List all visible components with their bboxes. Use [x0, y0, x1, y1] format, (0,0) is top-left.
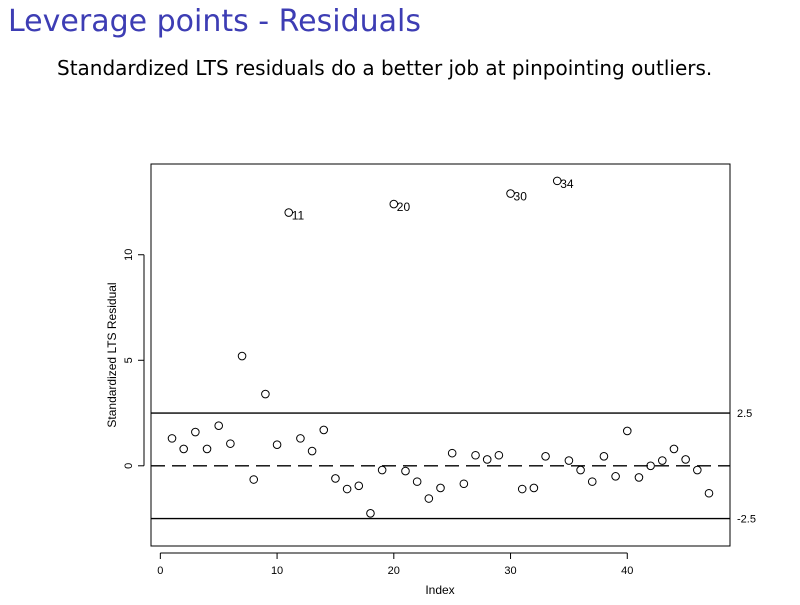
data-point — [179, 444, 188, 454]
data-point — [622, 426, 632, 436]
data-point — [377, 465, 387, 475]
data-point — [237, 351, 247, 361]
data-point — [296, 434, 305, 443]
data-point — [599, 452, 609, 461]
y-tick-label: 10 — [123, 249, 135, 261]
data-point — [669, 444, 679, 454]
x-tick-label: 30 — [504, 565, 516, 577]
x-axis-label: Index — [425, 583, 454, 597]
data-point — [202, 444, 212, 454]
data-point — [424, 494, 434, 503]
data-point — [704, 488, 714, 498]
cutoff-label: -2.5 — [737, 514, 756, 526]
data-point — [576, 465, 585, 475]
data-point — [354, 481, 364, 491]
x-tick-label: 40 — [621, 565, 633, 577]
data-point — [529, 483, 539, 493]
y-tick-label: 5 — [123, 357, 135, 363]
data-point — [272, 440, 282, 449]
point-label: 11 — [292, 209, 305, 223]
data-point — [167, 434, 177, 443]
data-point — [681, 455, 690, 464]
y-tick-label: 0 — [123, 463, 135, 469]
data-point — [261, 389, 270, 399]
data-point — [401, 466, 410, 476]
data-point — [331, 474, 340, 483]
data-point — [634, 473, 644, 482]
data-point — [459, 479, 469, 489]
data-point — [447, 448, 457, 458]
data-point — [307, 446, 317, 456]
plot-frame — [150, 163, 731, 547]
data-point — [506, 189, 515, 198]
data-point — [214, 421, 224, 431]
slide-title: Leverage points - Residuals — [8, 4, 421, 39]
y-axis-label: Standardized LTS Residual — [105, 282, 119, 427]
x-tick-label: 0 — [157, 565, 163, 577]
data-point — [342, 484, 352, 494]
data-point — [482, 455, 492, 464]
data-point — [319, 425, 329, 435]
data-point — [552, 176, 562, 186]
data-point — [587, 477, 597, 486]
point-label: 30 — [514, 190, 528, 204]
data-point — [646, 461, 655, 471]
data-point — [191, 427, 200, 437]
data-point — [284, 208, 294, 217]
data-point — [517, 484, 527, 494]
data-point — [436, 483, 445, 493]
x-tick-label: 20 — [388, 565, 400, 577]
cutoff-label: 2.5 — [737, 408, 752, 420]
data-point — [226, 439, 235, 448]
data-point — [494, 450, 504, 460]
data-point — [564, 456, 574, 465]
data-point — [693, 465, 702, 475]
data-point — [389, 199, 399, 209]
x-tick-label: 10 — [271, 565, 283, 577]
data-point — [366, 508, 375, 518]
point-label: 20 — [397, 200, 411, 214]
data-point — [412, 477, 422, 486]
data-point — [249, 475, 259, 484]
slide-subtitle: Standardized LTS residuals do a better j… — [57, 56, 713, 80]
data-point — [657, 456, 667, 465]
data-point — [541, 452, 550, 461]
data-point — [471, 450, 480, 460]
point-label: 34 — [560, 177, 574, 191]
data-point — [611, 472, 620, 481]
